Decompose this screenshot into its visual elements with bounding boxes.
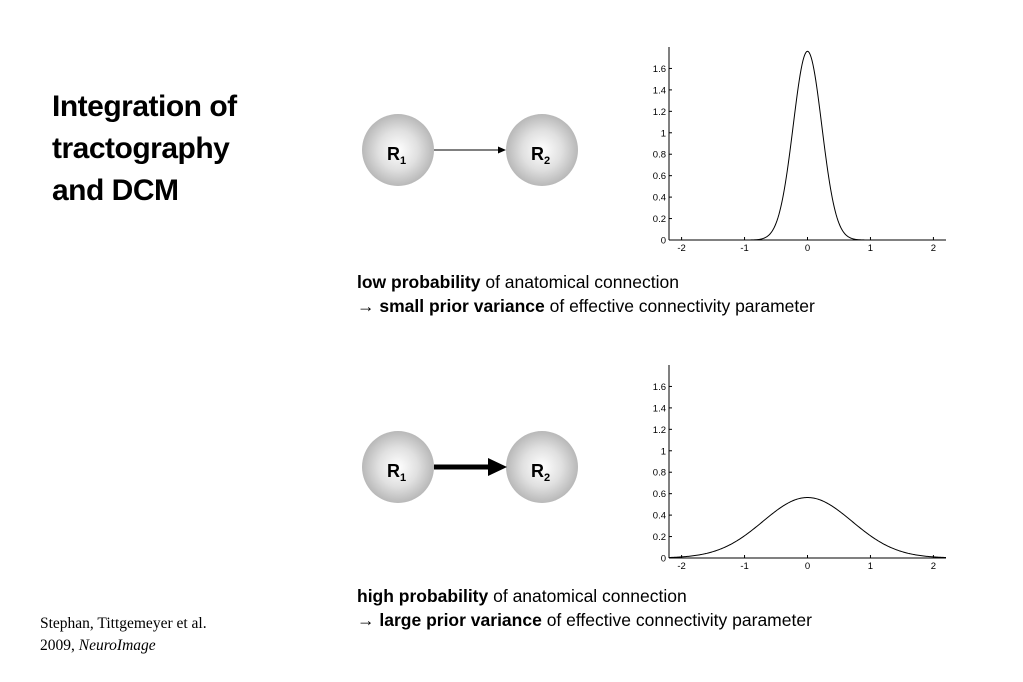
title-line-1: Integration of (52, 90, 237, 123)
caption-text: of effective connectivity parameter (544, 296, 815, 316)
chart-wide-prior: 0 0.2 0.4 0.6 0.8 1 1.2 1.4 1.6 -2 -1 0 1 2 (653, 365, 947, 572)
caption-text: of effective connectivity parameter (541, 610, 812, 630)
x-tick-label: 1 (868, 243, 873, 254)
x-tick-label: -1 (740, 243, 748, 254)
region-node-r2 (506, 431, 578, 503)
caption-text: of anatomical connection (480, 272, 679, 292)
node-label-r1: R1 (387, 144, 406, 167)
y-tick-label: 0.2 (653, 214, 666, 225)
caption-bold-text: small prior variance (379, 296, 545, 316)
chart-narrow-prior: 0 0.2 0.4 0.6 0.8 1 1.2 1.4 1.6 -2 -1 0 1 2 (653, 47, 946, 254)
caption-bold-text: large prior variance (379, 610, 542, 630)
x-tick-label: -1 (740, 561, 748, 572)
region-node-r1 (362, 114, 434, 186)
citation-journal: NeuroImage (78, 637, 156, 654)
implies-arrow: → (357, 610, 375, 630)
y-tick-label: 1 (661, 128, 666, 139)
page-title: Integration of tractography and DCM (52, 86, 352, 212)
title-line-2: tractography (52, 132, 230, 165)
citation-year: 2009, (40, 637, 79, 654)
x-tick-label: -2 (677, 561, 685, 572)
citation: Stephan, Tittgemeyer et al. 2009, NeuroI… (40, 613, 207, 657)
x-tick-label: 2 (931, 243, 936, 254)
x-tick-label: 2 (931, 561, 936, 572)
y-tick-label: 0 (661, 236, 666, 247)
x-tick-label: -2 (677, 243, 685, 254)
caption-low-probability: low probability of anatomical connection… (357, 270, 815, 318)
y-tick-label: 0.6 (653, 489, 666, 500)
y-tick-label: 1.4 (653, 403, 666, 414)
node-label-r2: R2 (531, 144, 550, 167)
citation-authors: Stephan, Tittgemeyer et al. (40, 615, 207, 632)
y-tick-label: 0.6 (653, 171, 666, 182)
caption-high-probability: high probability of anatomical connectio… (357, 584, 812, 632)
title-line-3: and DCM (52, 174, 179, 207)
diagram-low-probability: R1 R2 (362, 114, 578, 186)
implies-arrow: → (357, 296, 375, 316)
y-tick-label: 1.2 (653, 107, 666, 118)
caption-bold-text: high probability (357, 586, 489, 606)
y-tick-label: 1.2 (653, 425, 666, 436)
node-label-r1: R1 (387, 461, 406, 484)
density-curve (669, 50, 946, 241)
x-tick-label: 0 (805, 243, 810, 254)
region-node-r2 (506, 114, 578, 186)
region-node-r1 (362, 431, 434, 503)
y-tick-label: 0.4 (653, 193, 666, 204)
y-tick-label: 1.6 (653, 382, 666, 393)
y-tick-label: 0.8 (653, 468, 666, 479)
x-tick-label: 0 (805, 561, 810, 572)
caption-text: of anatomical connection (488, 586, 687, 606)
y-tick-label: 0.8 (653, 150, 666, 161)
y-tick-label: 1.4 (653, 85, 666, 96)
density-curve (668, 497, 947, 559)
y-tick-label: 1.6 (653, 64, 666, 75)
y-tick-label: 0 (661, 554, 666, 565)
thin-arrowhead (498, 146, 506, 154)
thick-arrowhead (488, 458, 507, 476)
diagram-high-probability: R1 R2 (362, 431, 578, 503)
x-tick-label: 1 (868, 561, 873, 572)
y-tick-label: 1 (661, 446, 666, 457)
caption-bold-text: low probability (357, 272, 481, 292)
y-tick-label: 0.4 (653, 511, 666, 522)
node-label-r2: R2 (531, 461, 550, 484)
y-tick-label: 0.2 (653, 532, 666, 543)
